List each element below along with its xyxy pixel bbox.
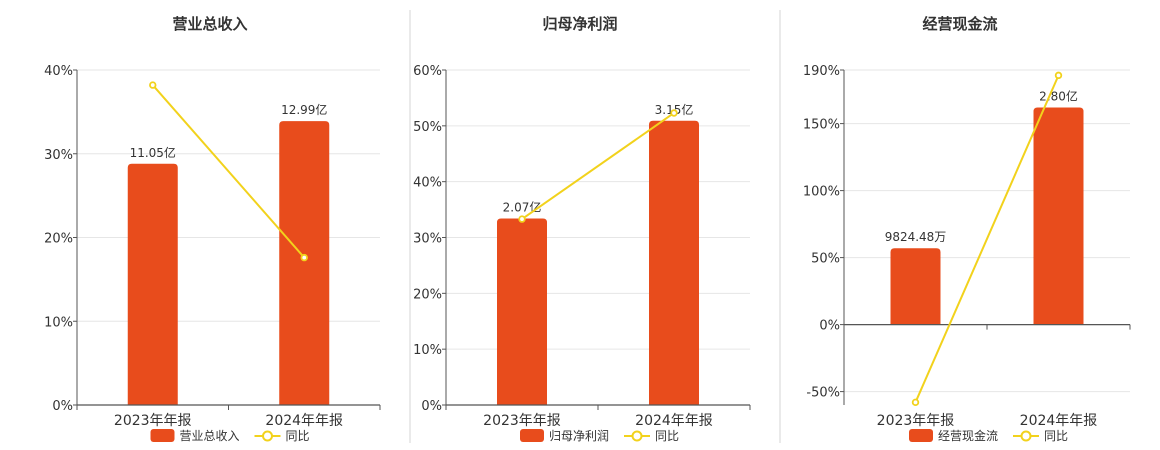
line-point [670,109,678,117]
chart-title: 经营现金流 [922,15,997,33]
x-tick-label: 2024年年报 [265,413,343,429]
legend-swatch-marker [262,430,273,442]
bar-value-label: 12.99亿 [281,102,327,117]
bar [127,163,178,405]
legend-label: 营业总收入 [180,429,240,443]
y-tick-label: 190% [803,64,840,79]
y-tick-label: 10% [413,343,442,358]
legend: 归母净利润 同比 [520,429,679,443]
y-tick-label: 20% [44,232,73,247]
y-tick-label: 30% [44,148,73,163]
y-tick-label: -50% [806,386,840,401]
y-tick-label: 0% [421,399,442,414]
line-point [1054,71,1063,80]
bar [1033,107,1084,325]
bar [649,120,699,405]
y-tick-label: 100% [803,185,840,200]
bar-value-label: 2.07亿 [503,200,542,215]
bar-value-label: 9824.48万 [885,230,947,244]
chart-revenue: 营业总收入 0% 10% 20% 30% 40% 11.05亿 12.99亿 2023年年报 2… [44,15,381,443]
legend-label: 同比 [655,429,679,443]
legend-label: 经营现金流 [938,428,998,443]
y-tick-label: 10% [44,315,73,330]
line-point [149,81,157,89]
line-series-yoy [151,84,306,259]
bar [497,218,547,405]
bar-value-label: 11.05亿 [130,145,176,160]
chart-title: 归母净利润 [542,15,617,33]
y-tick-label: 50% [413,120,442,135]
y-tick-label: 20% [413,287,442,302]
legend-swatch-bar [909,429,933,442]
y-tick-label: 60% [413,64,442,79]
legend-swatch-marker [631,430,643,442]
line-series-yoy [914,74,1060,403]
legend-swatch-marker [1020,430,1032,442]
bar [890,248,941,325]
chart-net-profit: 归母净利润 0%10%20%30%40%50%60%2.07亿3.15亿2023… [413,15,751,443]
chart-title: 营业总收入 [172,15,247,33]
x-tick-label: 2024年年报 [1020,413,1098,429]
legend: 经营现金流 同比 [909,428,1068,443]
y-tick-label: 50% [811,252,840,267]
line-point [300,253,308,262]
legend-swatch-bar [150,429,175,442]
x-tick-label: 2023年年报 [877,413,955,429]
y-tick-label: 150% [803,118,840,133]
y-tick-label: 0% [819,319,840,334]
y-tick-label: 30% [413,232,442,247]
y-tick-label: 40% [44,64,73,79]
line-series-yoy [521,112,675,220]
bar [279,121,330,406]
x-tick-label: 2024年年报 [635,413,713,429]
x-tick-label: 2023年年报 [483,413,561,429]
legend-swatch-bar [520,429,544,442]
legend-label: 归母净利润 [549,429,609,443]
bar-value-label: 2.80亿 [1039,89,1078,104]
y-tick-label: 0% [52,399,73,414]
legend-label: 同比 [286,429,310,443]
legend-label: 同比 [1044,429,1068,443]
y-tick-label: 40% [413,176,442,191]
chart-operating-cashflow: 经营现金流 -50% 0% 50% 100% 150% 190% 9824.48万 2.80亿… [803,15,1131,443]
legend: 营业总收入 同比 [150,429,310,443]
line-point [518,215,526,223]
x-tick-label: 2023年年报 [114,413,192,429]
line-point [911,398,920,407]
